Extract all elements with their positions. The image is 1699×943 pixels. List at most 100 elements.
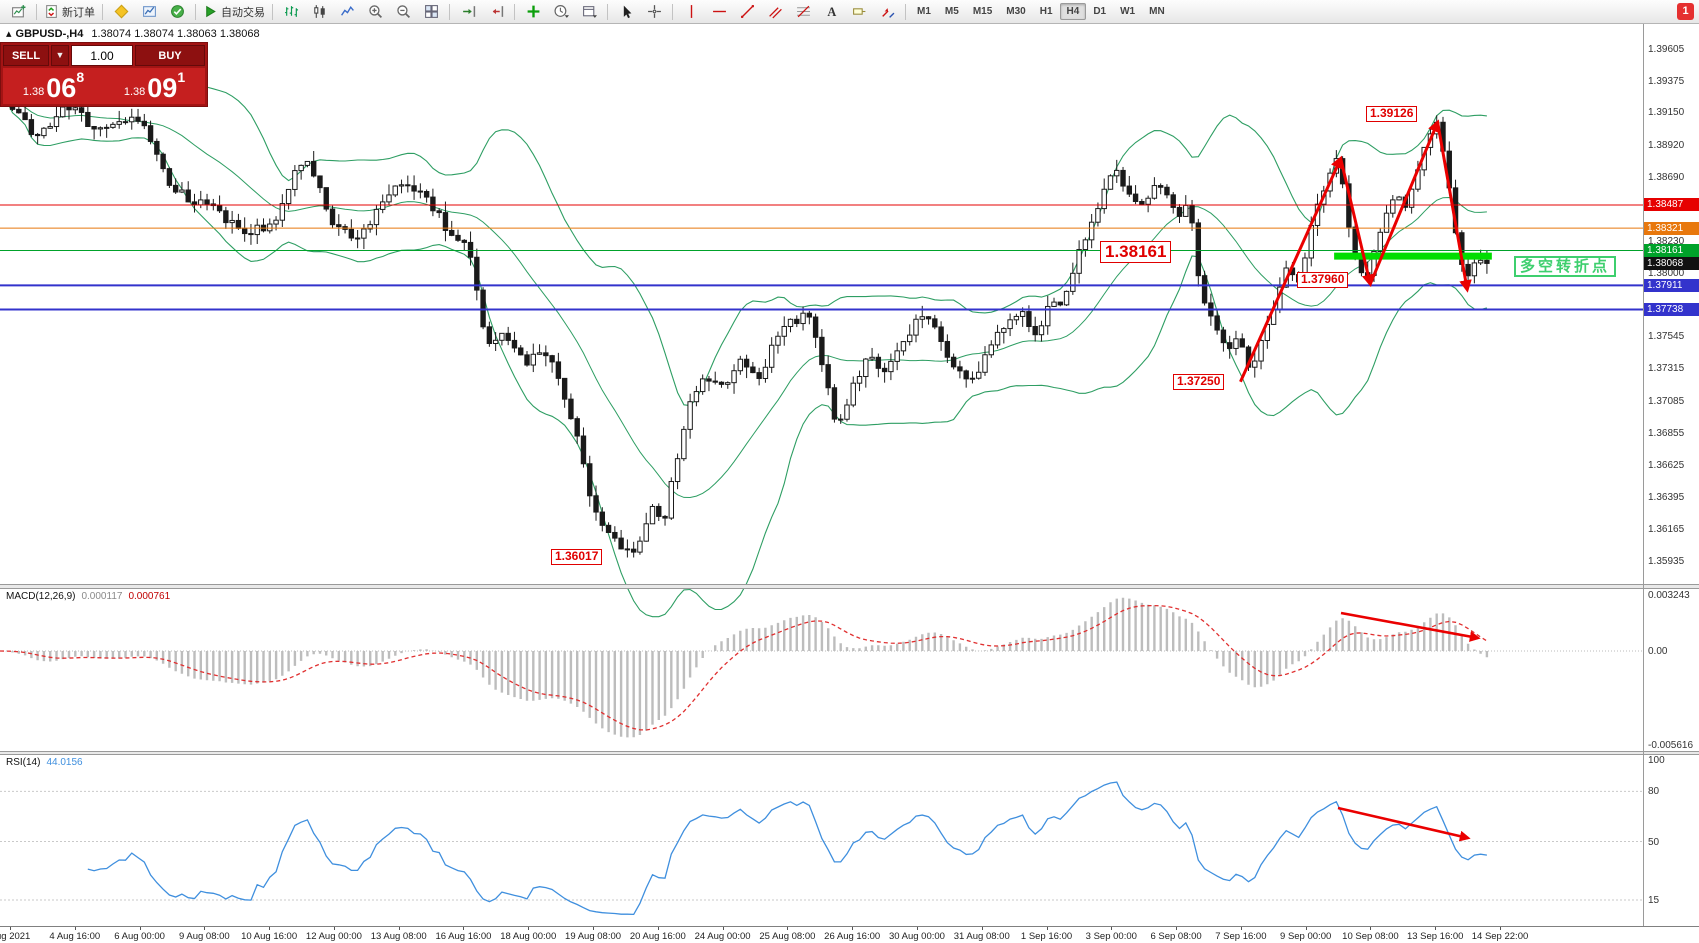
- price-scale-border: [1643, 24, 1644, 926]
- level-price-marker[interactable]: 1.38161: [1644, 243, 1699, 257]
- zoom-out-icon[interactable]: [389, 1, 417, 23]
- timeframe-m1[interactable]: M1: [917, 6, 931, 17]
- line-chart-icon[interactable]: [333, 1, 361, 23]
- timeframe-m5[interactable]: M5: [944, 6, 959, 17]
- price-tick: 1.38000: [1648, 267, 1685, 279]
- new-order-button[interactable]: 新订单: [41, 1, 98, 23]
- price-tick: 1.36625: [1648, 459, 1685, 471]
- price-tick: 1.37315: [1648, 363, 1685, 375]
- main-toolbar: 新订单 自动交易 A M1 M5 M15 M30 H1 H4 D1 W1 MN: [0, 0, 1699, 24]
- trendline-icon[interactable]: [733, 1, 761, 23]
- tile-windows-icon: [424, 4, 439, 19]
- level-price-marker[interactable]: 1.38321: [1644, 221, 1699, 235]
- bollinger-middle: [0, 95, 1487, 499]
- level-price-marker[interactable]: 1.37738: [1644, 302, 1699, 316]
- sell-quote[interactable]: 1.38 06 8: [3, 68, 104, 104]
- bollinger-upper: [0, 80, 1487, 407]
- vertical-line-icon[interactable]: [677, 1, 705, 23]
- rsi-scale-label: 50: [1648, 836, 1660, 848]
- time-axis[interactable]: Aug 2021 4 Aug 16:00 6 Aug 00:00 9 Aug 08:0…: [0, 926, 1699, 943]
- macd-signal-line: [0, 604, 1488, 731]
- price-tick: 1.39375: [1648, 76, 1685, 88]
- toolbar-separator: [449, 3, 450, 20]
- volume-preset-dropdown[interactable]: ▼: [51, 45, 69, 66]
- price-tick: 1.38690: [1648, 171, 1685, 183]
- candlestick-icon: [312, 4, 327, 19]
- toolbar-separator: [102, 3, 103, 20]
- fibonacci-icon: [796, 4, 811, 19]
- rsi-value: 44.0156: [46, 757, 83, 768]
- timeframe-m15[interactable]: M15: [972, 6, 993, 17]
- chart-shift-icon[interactable]: [482, 1, 510, 23]
- trendline-icon: [740, 4, 755, 19]
- channel-icon[interactable]: [761, 1, 789, 23]
- text-icon[interactable]: A: [817, 1, 845, 23]
- templates-icon[interactable]: [575, 1, 603, 23]
- time-tick: [1305, 927, 1307, 930]
- rsi-scale-label: 15: [1648, 894, 1660, 906]
- timeframe-m30[interactable]: M30: [1006, 6, 1026, 17]
- buy-quote[interactable]: 1.38 09 1: [104, 68, 205, 104]
- timeframe-mn[interactable]: MN: [1149, 6, 1165, 17]
- volume-input[interactable]: [71, 45, 133, 66]
- tile-windows-icon[interactable]: [417, 1, 445, 23]
- rsi-line: [87, 781, 1487, 916]
- time-tick: [852, 927, 854, 930]
- rsi-scale-label: 80: [1648, 786, 1660, 798]
- label-icon[interactable]: [845, 1, 873, 23]
- panel-separator[interactable]: [0, 584, 1699, 589]
- fibonacci-icon[interactable]: [789, 1, 817, 23]
- time-label: 6 Aug 00:00: [114, 931, 165, 942]
- price-annotation: 1.36017: [551, 549, 603, 565]
- time-label: 30 Aug 00:00: [888, 931, 945, 942]
- bar-chart-icon[interactable]: [277, 1, 305, 23]
- macd-name: MACD(12,26,9): [6, 591, 76, 602]
- vertical-line-icon: [684, 4, 699, 19]
- arrows-icon[interactable]: [873, 1, 901, 23]
- auto-scroll-icon[interactable]: [454, 1, 482, 23]
- time-label: 14 Sep 22:00: [1471, 931, 1529, 942]
- time-tick: [463, 927, 465, 930]
- zoom-in-icon[interactable]: [361, 1, 389, 23]
- candlestick-icon[interactable]: [305, 1, 333, 23]
- autotrade-button[interactable]: 自动交易: [200, 1, 268, 23]
- sell-price-big: 06: [46, 73, 77, 103]
- level-price-marker[interactable]: 1.38487: [1644, 198, 1699, 212]
- toolbar-separator: [272, 3, 273, 20]
- new-chart-icon[interactable]: [4, 1, 32, 23]
- macd-scale-label: 0.00: [1648, 646, 1668, 657]
- macd-scale-label: 0.003243: [1648, 590, 1690, 602]
- macd-label: MACD(12,26,9) 0.000117 0.000761: [6, 591, 170, 602]
- strategy-tester-icon[interactable]: [135, 1, 163, 23]
- buy-button[interactable]: BUY: [135, 45, 205, 66]
- time-tick: [1240, 927, 1242, 930]
- one-click-toggle-icon[interactable]: ▴: [6, 28, 12, 40]
- time-label: 20 Aug 16:00: [629, 931, 686, 942]
- rsi-trend-arrow: [1337, 806, 1471, 842]
- time-label: 9 Aug 08:00: [178, 931, 230, 942]
- level-price-marker[interactable]: 1.37911: [1644, 278, 1699, 292]
- toolbar-separator: [672, 3, 673, 20]
- indicators-icon[interactable]: [519, 1, 547, 23]
- timeframe-h1[interactable]: H1: [1039, 6, 1053, 17]
- trend-arrow: [1239, 155, 1343, 383]
- cursor-icon[interactable]: [612, 1, 640, 23]
- current-price-marker: 1.38068: [1644, 256, 1699, 270]
- timeframe-h4[interactable]: H4: [1059, 3, 1087, 20]
- crosshair-icon[interactable]: [640, 1, 668, 23]
- mql-wizard-icon[interactable]: [107, 1, 135, 23]
- sell-button[interactable]: SELL: [3, 45, 49, 66]
- panel-separator[interactable]: [0, 751, 1699, 755]
- timeframe-d1[interactable]: D1: [1093, 6, 1107, 17]
- timeframe-w1[interactable]: W1: [1120, 6, 1136, 17]
- periods-icon[interactable]: [547, 1, 575, 23]
- horizontal-line-icon[interactable]: [705, 1, 733, 23]
- rsi-scale-label: 100: [1648, 755, 1665, 766]
- time-tick: [916, 927, 918, 930]
- terminal-icon: [170, 4, 185, 19]
- channel-icon: [768, 4, 783, 19]
- notification-badge[interactable]: 1: [1677, 3, 1694, 20]
- templates-icon: [582, 4, 597, 19]
- terminal-icon[interactable]: [163, 1, 191, 23]
